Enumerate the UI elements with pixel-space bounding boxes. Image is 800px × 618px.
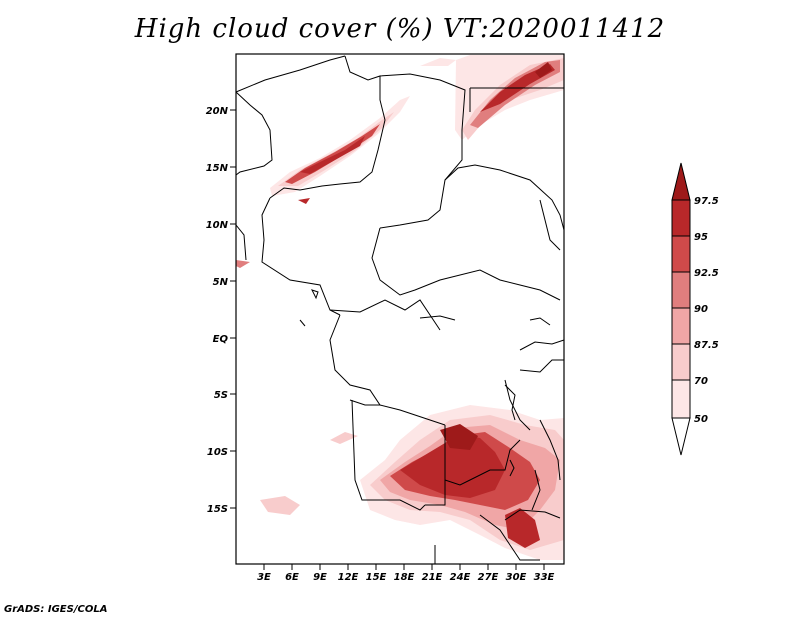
lat-tick-label: 5S xyxy=(214,390,228,401)
colorbar-segment xyxy=(671,235,691,273)
lat-tick-label: 10N xyxy=(206,220,229,231)
map-title: High cloud cover (%) VT:2020011412 xyxy=(134,14,666,44)
colorbar-label: 50 xyxy=(694,414,708,425)
lon-tick-label: 6E xyxy=(285,572,299,583)
lon-tick-label: 21E xyxy=(422,572,443,583)
colorbar-segment xyxy=(671,199,691,237)
lat-tick-label: 15S xyxy=(207,504,228,515)
colorbar-label: 97.5 xyxy=(694,196,719,207)
lat-tick-label: 20N xyxy=(206,106,229,117)
lon-tick-label: 9E xyxy=(313,572,327,583)
colorbar-top-cap xyxy=(671,162,691,201)
lon-tick-label: 15E xyxy=(366,572,387,583)
cloud-cover-shading xyxy=(236,55,564,560)
colorbar-segment xyxy=(671,307,691,345)
map-plot-area xyxy=(235,53,565,565)
lat-tick-label: 10S xyxy=(207,447,228,458)
colorbar-segment xyxy=(671,379,691,419)
colorbar-label: 70 xyxy=(694,376,708,387)
colorbar-label: 92.5 xyxy=(694,268,719,279)
lon-tick-label: 30E xyxy=(506,572,527,583)
lon-tick-label: 18E xyxy=(394,572,415,583)
lon-tick-label: 27E xyxy=(478,572,499,583)
colorbar-segment xyxy=(671,271,691,309)
lat-tick-label: 15N xyxy=(206,163,229,174)
lon-tick-label: 24E xyxy=(450,572,471,583)
lon-tick-label: 33E xyxy=(534,572,555,583)
colorbar-label: 87.5 xyxy=(694,340,719,351)
lon-axis: 3E 6E 9E 12E 15E 18E 21E 24E 27E 30E 33E xyxy=(257,564,555,583)
colorbar-label: 90 xyxy=(694,304,708,315)
country-borders xyxy=(235,55,565,564)
colorbar-segment xyxy=(671,343,691,381)
lakes-coastline-details xyxy=(299,289,541,511)
lat-tick-label: EQ xyxy=(213,334,229,345)
lat-axis: 20N 15N 10N 5N EQ 5S 10S 15S xyxy=(206,106,236,515)
colorbar-legend: 97.5 95 92.5 90 87.5 70 50 xyxy=(671,162,719,456)
lat-tick-label: 5N xyxy=(213,277,229,288)
lon-tick-label: 12E xyxy=(338,572,359,583)
colorbar-bottom-cap xyxy=(671,417,691,456)
software-credit: GrADS: IGES/COLA xyxy=(4,604,108,615)
lon-tick-label: 3E xyxy=(257,572,271,583)
colorbar-label: 95 xyxy=(694,232,708,243)
